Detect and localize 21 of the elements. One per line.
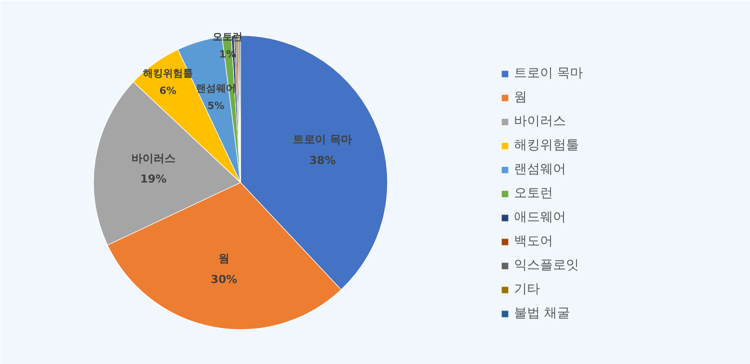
- slice-label: 오토런: [212, 32, 243, 44]
- legend-label: 트로이 목마: [514, 65, 584, 82]
- legend-label: 랜섬웨어: [514, 161, 566, 178]
- legend-label: 기타: [514, 281, 540, 298]
- legend-label: 백도어: [514, 233, 553, 250]
- data-label: 19%: [140, 172, 167, 186]
- data-label: 5%: [207, 101, 224, 112]
- data-label: 38%: [309, 154, 336, 167]
- legend-label: 익스플로잇: [514, 257, 579, 274]
- legend-label: 바이러스: [514, 113, 566, 130]
- legend-label: 웜: [514, 89, 528, 106]
- data-label: 1%: [219, 50, 236, 61]
- slice-label: 바이러스: [131, 152, 176, 165]
- legend-label: 불법 채굴: [514, 305, 570, 322]
- slice-label: 트로이 목마: [293, 133, 352, 146]
- slice-label: 웜: [218, 252, 230, 266]
- data-label: 30%: [210, 273, 238, 286]
- legend-label: 해킹위험툴: [514, 137, 579, 154]
- data-label: 6%: [159, 86, 176, 97]
- legend-label: 오토런: [514, 185, 553, 202]
- legend-label: 애드웨어: [514, 209, 566, 226]
